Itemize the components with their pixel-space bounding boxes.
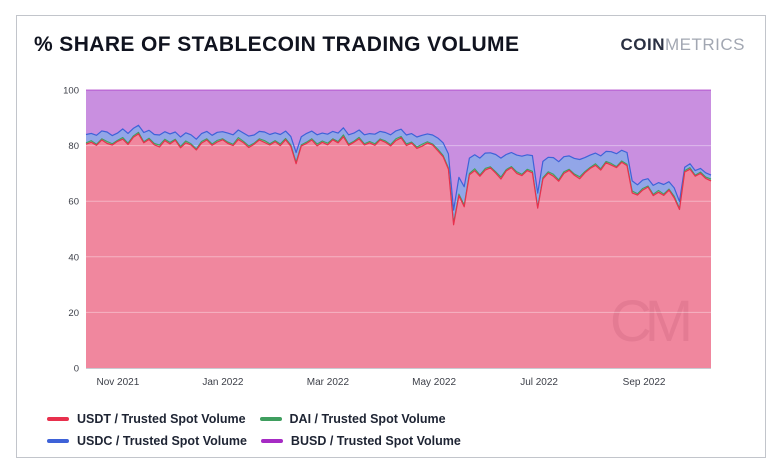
usdt-area — [86, 133, 711, 368]
usdt-line — [85, 133, 712, 226]
x-tick-label-4: Jul 2022 — [520, 377, 558, 388]
legend-item-usdc[interactable]: USDC / Trusted Spot Volume — [47, 432, 247, 450]
y-tick-label-0: 0 — [74, 364, 79, 375]
x-tick-label-0: Nov 2021 — [96, 377, 139, 388]
legend-label-usdt: USDT / Trusted Spot Volume — [77, 412, 246, 426]
chart-legend: USDT / Trusted Spot Volume DAI / Trusted… — [47, 410, 647, 450]
y-tick-label-40: 40 — [68, 252, 79, 263]
x-tick-label-3: May 2022 — [412, 377, 456, 388]
logo-coin-text: COIN — [620, 35, 665, 54]
x-tick-label-2: Mar 2022 — [307, 377, 350, 388]
x-tick-label-1: Jan 2022 — [202, 377, 244, 388]
chart-title: % SHARE OF STABLECOIN TRADING VOLUME — [34, 33, 520, 56]
stacked-area-chart: CM 0 20 40 60 80 100 Nov 2021 Jan 2022 Mar 2022 Ma… — [63, 86, 712, 388]
usdc-line — [85, 124, 712, 211]
legend-label-dai: DAI / Trusted Spot Volume — [289, 412, 446, 426]
card-header: % SHARE OF STABLECOIN TRADING VOLUME COI… — [17, 16, 765, 74]
y-tick-label-100: 100 — [63, 86, 79, 97]
x-tick-label-5: Sep 2022 — [623, 377, 666, 388]
cm-watermark: CM — [610, 289, 689, 354]
y-tick-label-20: 20 — [68, 308, 79, 319]
legend-label-busd: BUSD / Trusted Spot Volume — [290, 434, 461, 448]
coinmetrics-logo: COINMETRICS — [621, 35, 746, 55]
dai-swatch-icon — [259, 417, 282, 421]
legend-item-busd[interactable]: BUSD / Trusted Spot Volume — [260, 432, 461, 450]
busd-swatch-icon — [260, 439, 283, 443]
legend-item-dai[interactable]: DAI / Trusted Spot Volume — [259, 410, 446, 428]
y-tick-label-60: 60 — [68, 197, 79, 208]
logo-metrics-text: METRICS — [665, 35, 745, 54]
chart-card: % SHARE OF STABLECOIN TRADING VOLUME COI… — [16, 15, 766, 458]
legend-label-usdc: USDC / Trusted Spot Volume — [77, 434, 247, 448]
usdc-swatch-icon — [47, 439, 69, 443]
legend-item-usdt[interactable]: USDT / Trusted Spot Volume — [47, 410, 246, 428]
dai-line — [85, 131, 712, 224]
y-tick-label-80: 80 — [68, 141, 79, 152]
usdt-swatch-icon — [47, 417, 69, 421]
